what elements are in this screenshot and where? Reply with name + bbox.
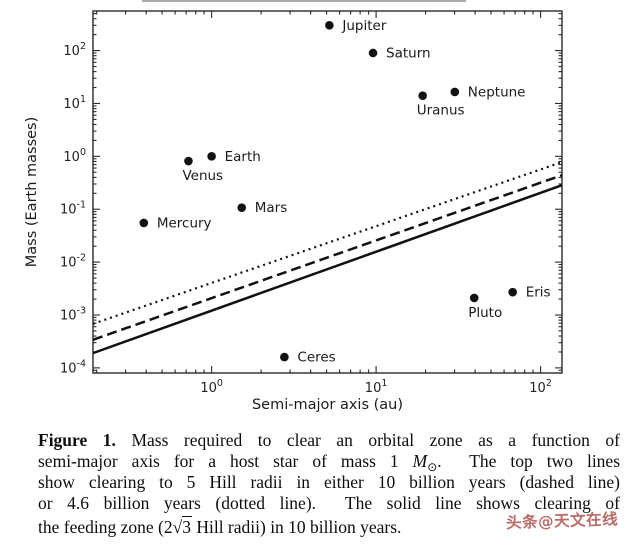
- caption-line-3: show clearing to 5 Hill radii in either …: [38, 472, 620, 492]
- svg-text:Saturn: Saturn: [386, 45, 431, 61]
- svg-text:Venus: Venus: [182, 168, 223, 184]
- cropped-edge-artifact: [142, 0, 466, 2]
- svg-text:100: 100: [63, 147, 86, 165]
- caption-line-4: or 4.6 billion years (dotted line). The …: [38, 493, 620, 513]
- svg-text:Pluto: Pluto: [468, 305, 502, 321]
- svg-text:102: 102: [529, 378, 552, 396]
- sqrt-expression: √3: [172, 516, 192, 537]
- svg-text:Uranus: Uranus: [417, 103, 465, 119]
- svg-text:Mercury: Mercury: [157, 215, 212, 231]
- svg-text:Ceres: Ceres: [297, 350, 335, 366]
- svg-text:Eris: Eris: [526, 285, 551, 301]
- svg-text:100: 100: [200, 378, 223, 396]
- caption-line-1: Figure 1. Mass required to clear an orbi…: [38, 430, 620, 450]
- svg-text:Semi-major axis (au): Semi-major axis (au): [252, 397, 403, 413]
- svg-text:Jupiter: Jupiter: [341, 18, 386, 34]
- svg-text:102: 102: [63, 41, 86, 59]
- svg-text:Mass (Earth masses): Mass (Earth masses): [24, 117, 40, 268]
- svg-text:Earth: Earth: [225, 149, 261, 165]
- watermark: 头条@天文在线: [505, 510, 619, 533]
- svg-text:Neptune: Neptune: [468, 84, 526, 100]
- scatter-plot-svg: 100 101 102 102 101 100 10-1 10-2 10-3 10-4 Semi-m…: [24, 10, 563, 413]
- figure-caption: Figure 1. Mass required to clear an orbi…: [38, 430, 620, 538]
- svg-text:10-2: 10-2: [60, 253, 86, 271]
- svg-text:101: 101: [365, 378, 388, 396]
- svg-text:10-3: 10-3: [60, 305, 86, 323]
- svg-text:10-4: 10-4: [60, 358, 86, 376]
- caption-line-2: semi-major axis for a host star of mass …: [38, 451, 621, 474]
- svg-text:10-1: 10-1: [60, 200, 86, 218]
- mass-vs-semimajor-axis-chart: 100 101 102 102 101 100 10-1 10-2 10-3 10-4 Semi-m…: [24, 10, 563, 413]
- caption-line-5: the feeding zone (2√3 Hill radii) in 10 …: [38, 516, 402, 537]
- svg-text:101: 101: [63, 94, 86, 112]
- solar-mass-symbol: M⊙: [412, 451, 438, 474]
- sun-odot-symbol: ⊙: [427, 460, 438, 474]
- figure-label: Figure 1.: [38, 430, 116, 450]
- svg-text:Mars: Mars: [255, 200, 288, 216]
